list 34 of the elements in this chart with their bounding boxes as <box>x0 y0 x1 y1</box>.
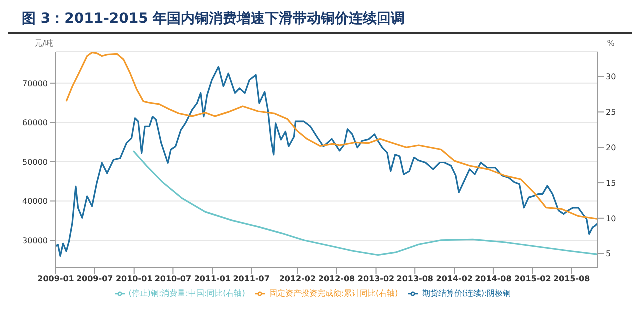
x-tick-label: 2011-07 <box>233 274 270 284</box>
x-tick-label: 2015-08 <box>553 274 591 284</box>
y-tick-label: 70000 <box>22 79 48 88</box>
line-series <box>66 52 598 220</box>
y-tick-label: 30000 <box>22 236 48 246</box>
y2-axis-title: % <box>607 39 616 48</box>
y2-tick-label: 15 <box>606 178 616 188</box>
x-tick-label: 2010-01 <box>116 274 154 284</box>
x-tick-label: 2010-07 <box>154 274 192 284</box>
y-tick-label: 40000 <box>22 197 48 206</box>
y2-tick-label: 30 <box>606 72 616 82</box>
x-tick-label: 2009-01 <box>38 274 75 284</box>
legend-label: 固定资产投资完成额:累计同比(右轴) <box>269 289 398 298</box>
x-tick-label: 2012-02 <box>279 274 316 284</box>
y-tick-label: 50000 <box>22 158 48 167</box>
line-series <box>56 66 598 258</box>
line-series <box>132 150 598 256</box>
x-tick-label: 2012-08 <box>318 274 356 284</box>
x-tick-label: 2011-01 <box>194 274 232 284</box>
chart-title: 图 3：2011-2015 年国内铜消费增速下滑带动铜价连续回调 <box>8 8 632 34</box>
y2-tick-label: 20 <box>606 143 616 152</box>
y-axis-title: 元/吨 <box>34 39 54 48</box>
legend-label: (停止)铜:消费量:中国:同比(右轴) <box>128 289 246 298</box>
y2-tick-label: 5 <box>606 250 612 259</box>
y2-tick-label: 25 <box>606 108 616 118</box>
y2-tick-label: 10 <box>606 214 616 224</box>
x-tick-label: 2014-02 <box>436 274 473 284</box>
legend-label: 期货结算价(连续):阴极铜 <box>422 289 512 298</box>
y-tick-label: 60000 <box>22 118 48 128</box>
x-tick-label: 2013-08 <box>396 274 434 284</box>
x-tick-label: 2014-08 <box>475 274 512 284</box>
x-tick-label: 2015-02 <box>514 274 552 284</box>
x-tick-label: 2009-07 <box>76 274 114 284</box>
x-tick-label: 2013-02 <box>358 274 395 284</box>
